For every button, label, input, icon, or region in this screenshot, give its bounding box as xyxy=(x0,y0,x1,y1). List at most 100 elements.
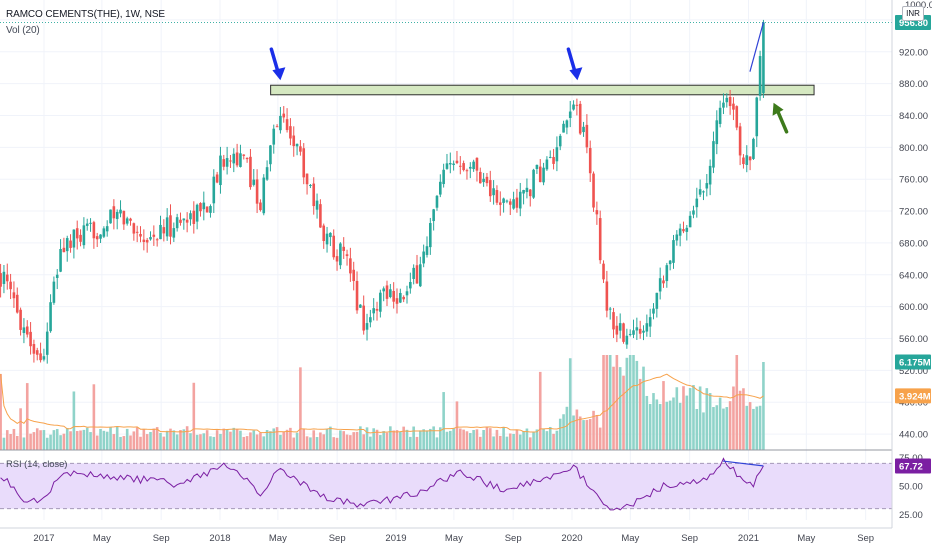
trend-line[interactable] xyxy=(749,22,765,72)
candle-body xyxy=(555,147,559,162)
candle-body xyxy=(322,225,326,242)
volume-bar xyxy=(202,433,206,450)
candle-body xyxy=(312,183,316,207)
price-axis-tick: 920.00 xyxy=(899,47,928,58)
candle-body xyxy=(92,222,96,239)
candle-body xyxy=(325,233,329,245)
volume-bar xyxy=(132,431,136,450)
candle-body xyxy=(269,145,272,165)
candle-body xyxy=(5,274,9,282)
candle-body xyxy=(2,271,6,284)
candle-body xyxy=(39,353,42,361)
volume-bar xyxy=(665,401,669,450)
volume-bar xyxy=(155,427,159,450)
candle-body xyxy=(458,165,462,167)
price-axis-tick: 640.00 xyxy=(899,270,928,281)
volume-bar xyxy=(725,407,729,450)
candle-body xyxy=(219,155,222,186)
volume-bar xyxy=(555,430,559,450)
candle-body xyxy=(485,176,489,184)
candle-body xyxy=(62,247,66,253)
candle-body xyxy=(725,97,729,103)
candle-body xyxy=(275,126,279,128)
candle-body xyxy=(722,102,725,108)
candle-body xyxy=(465,170,469,172)
volume-bar xyxy=(309,437,312,450)
volume-bar xyxy=(0,373,2,450)
candle-body xyxy=(512,199,515,209)
candle-body xyxy=(362,305,365,331)
volume-bar xyxy=(55,429,59,450)
resistance-zone[interactable] xyxy=(270,84,815,96)
candle-body xyxy=(518,191,522,209)
volume-bar xyxy=(429,428,432,450)
volume-bar xyxy=(162,436,166,450)
candle-body xyxy=(375,308,379,311)
candle-body xyxy=(592,173,595,208)
volume-bar xyxy=(405,429,409,450)
price-axis-tick: 680.00 xyxy=(899,238,928,249)
candle-body xyxy=(462,163,465,171)
volume-bar xyxy=(715,405,719,450)
currency-badge[interactable]: INR xyxy=(902,6,924,21)
time-axis-tick: May xyxy=(93,533,111,544)
candle-body xyxy=(598,218,602,261)
volume-bar xyxy=(402,426,405,450)
volume-bar xyxy=(189,433,192,450)
volume-bar xyxy=(299,367,302,450)
volume-bar xyxy=(635,360,639,450)
volume-bar xyxy=(518,434,522,450)
candle-body xyxy=(632,330,635,335)
rsi-trend-line[interactable] xyxy=(722,460,764,467)
volume-bar xyxy=(222,428,226,450)
candle-body xyxy=(199,203,202,212)
time-axis-tick: Sep xyxy=(857,533,874,544)
candle-body xyxy=(349,258,352,274)
candle-body xyxy=(688,215,692,228)
candle-body xyxy=(405,291,409,296)
volume-bar xyxy=(415,436,419,450)
volume-bar xyxy=(269,431,272,450)
candle-body xyxy=(588,148,592,174)
volume-bar xyxy=(608,355,612,450)
candle-body xyxy=(85,223,89,226)
volume-bar xyxy=(642,366,645,450)
candle-body xyxy=(245,157,249,160)
candle-body xyxy=(665,265,669,282)
volume-bar xyxy=(139,436,142,450)
time-axis-tick: May xyxy=(445,533,463,544)
candle-body xyxy=(638,328,642,334)
candle-body xyxy=(568,111,572,118)
volume-bar xyxy=(678,402,682,450)
volume-bar xyxy=(505,436,509,450)
candle-body xyxy=(79,234,82,242)
volume-bar xyxy=(345,434,349,450)
volume-bar xyxy=(352,432,356,450)
volume-bar xyxy=(259,432,262,450)
volume-bar xyxy=(542,428,545,450)
volume-bar xyxy=(675,387,679,450)
candle-body xyxy=(352,269,356,282)
candle-body xyxy=(285,119,289,131)
candle-body xyxy=(169,215,172,237)
rsi-line xyxy=(0,457,764,511)
volume-bar xyxy=(242,436,246,450)
volume-bar xyxy=(75,431,79,450)
volume-bar xyxy=(235,429,239,450)
volume-bar xyxy=(185,426,189,450)
volume-bar xyxy=(762,362,765,450)
candle-body xyxy=(658,278,662,292)
candle-body xyxy=(655,292,659,309)
time-axis-tick: 2020 xyxy=(561,533,582,544)
candle-body xyxy=(449,163,452,165)
candle-body xyxy=(185,219,189,223)
candle-body xyxy=(745,155,749,165)
volume-bar xyxy=(25,383,29,450)
candle-body xyxy=(382,288,385,292)
volume-bar xyxy=(455,401,459,450)
candle-body xyxy=(502,198,505,203)
candle-body xyxy=(9,281,12,290)
volume-bar xyxy=(708,393,712,450)
candle-body xyxy=(385,285,389,299)
